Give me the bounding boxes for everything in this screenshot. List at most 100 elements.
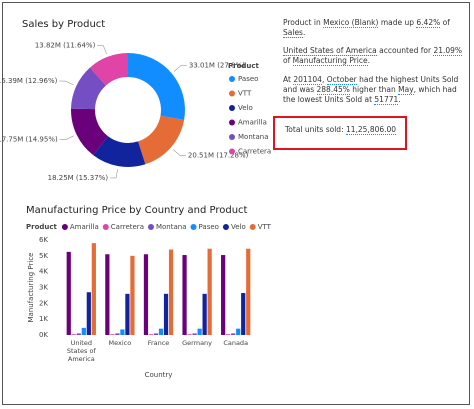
- data-label: 13.82M (11.64%): [35, 42, 96, 50]
- insight-text: , which had the lowest Units Sold at: [283, 84, 457, 104]
- y-tick-label: 1K: [39, 315, 48, 323]
- bar: [115, 333, 120, 335]
- insight-link: 288.45%: [316, 84, 350, 95]
- insight-text: accounted for: [376, 46, 434, 56]
- legend-marker: [229, 105, 235, 111]
- y-tick-label: 2K: [39, 299, 48, 307]
- leader-line: [59, 80, 74, 86]
- bar: [182, 255, 187, 335]
- bar: [71, 334, 76, 335]
- legend-label: Velo: [231, 223, 246, 231]
- bar: [120, 329, 125, 335]
- legend-label: VTT: [238, 90, 252, 98]
- insight-link: October: [326, 74, 357, 85]
- x-tick-label: Mexico: [108, 339, 132, 347]
- donut-slice: [89, 53, 128, 86]
- legend-label: Paseo: [199, 223, 219, 231]
- insight-text: Product in: [283, 18, 324, 27]
- insight-link: Manufacturing Price: [292, 56, 368, 67]
- data-label: 20.51M (17.28%): [188, 151, 249, 159]
- y-tick-label: 3K: [39, 284, 48, 292]
- leader-line: [59, 135, 74, 140]
- x-tick-label: Canada: [223, 339, 249, 347]
- bar: [226, 334, 231, 335]
- leader-line: [173, 65, 187, 72]
- bar: [197, 328, 202, 335]
- bar: [163, 293, 169, 335]
- legend-label: Montana: [156, 223, 187, 231]
- insight: At 201104, October had the highest Units…: [283, 74, 469, 105]
- data-label: 18.25M (15.37%): [48, 174, 109, 182]
- legend-label: Carretera: [238, 148, 271, 156]
- legend-marker: [222, 224, 229, 230]
- insight-text: had the highest Units Sold and was: [283, 74, 459, 94]
- donut-slice: [93, 136, 146, 167]
- legend-marker: [102, 224, 109, 230]
- frame: [2, 2, 470, 405]
- bar: [241, 293, 246, 335]
- bar: [86, 292, 91, 335]
- bar: [91, 243, 96, 335]
- bar: [221, 255, 226, 335]
- insights-panel: Product in Mexico (Blank) made up 6.42% …: [283, 18, 469, 113]
- donut-slice: [71, 67, 106, 110]
- legend-label: Carretera: [111, 223, 144, 231]
- bar: [168, 249, 174, 335]
- total-label: Total units sold:: [285, 125, 346, 134]
- legend-marker: [249, 224, 256, 230]
- insight-text: .: [398, 94, 401, 104]
- legend-marker: [229, 119, 235, 126]
- insight-text: made up: [378, 18, 417, 27]
- legend-label: Amarilla: [70, 223, 99, 231]
- bar: [110, 334, 115, 335]
- y-tick-label: 6K: [39, 236, 48, 244]
- insight-link: 201104: [293, 74, 322, 85]
- bar: [143, 254, 149, 335]
- legend-marker: [190, 224, 197, 230]
- bar: [158, 328, 164, 335]
- insight-text: ,: [321, 74, 327, 84]
- insight-link: United States of America: [283, 46, 377, 57]
- legend-marker: [229, 90, 235, 97]
- chart-title: Sales by Product: [22, 19, 105, 30]
- data-label: 15.39M (12.96%): [0, 77, 58, 85]
- donut-slice: [138, 115, 185, 165]
- bar: [66, 251, 71, 335]
- insight-link: May: [398, 84, 414, 95]
- legend-label: Velo: [238, 104, 253, 112]
- y-tick-label: 5K: [39, 252, 48, 260]
- data-label: 33.01M (27.8%): [189, 62, 245, 70]
- insight-text: .: [302, 28, 306, 38]
- chart-title: Manufacturing Price by Country and Produ…: [26, 205, 248, 216]
- insight-text: At: [283, 74, 294, 84]
- bar: [246, 248, 251, 335]
- x-tick-label: France: [147, 339, 170, 347]
- donut-slice: [128, 53, 185, 120]
- bar: [130, 255, 135, 335]
- legend-label: VTT: [258, 223, 272, 231]
- insight-text: of: [283, 56, 293, 66]
- bar: [76, 333, 81, 335]
- bar: [153, 333, 159, 335]
- bar: [202, 293, 207, 335]
- bar: [125, 293, 130, 335]
- y-tick-label: 0K: [39, 331, 48, 339]
- leader-line: [172, 149, 186, 156]
- x-tick-label: United States of America: [66, 339, 96, 363]
- insight-text: higher than: [349, 84, 399, 94]
- legend-marker: [229, 134, 235, 140]
- x-axis-title: Country: [145, 371, 173, 379]
- bar: [105, 254, 110, 335]
- insight-text: .: [367, 56, 371, 66]
- legend-label: Montana: [238, 133, 269, 141]
- bar: [192, 333, 197, 335]
- bar: [231, 333, 236, 335]
- insight-link: 6.42%: [416, 18, 441, 28]
- total-value: 11,25,806.00: [345, 125, 397, 135]
- bar: [187, 334, 192, 335]
- donut-slice: [70, 108, 108, 156]
- x-tick-label: Germany: [182, 339, 213, 347]
- y-axis-title: Manufacturing Price: [27, 253, 35, 323]
